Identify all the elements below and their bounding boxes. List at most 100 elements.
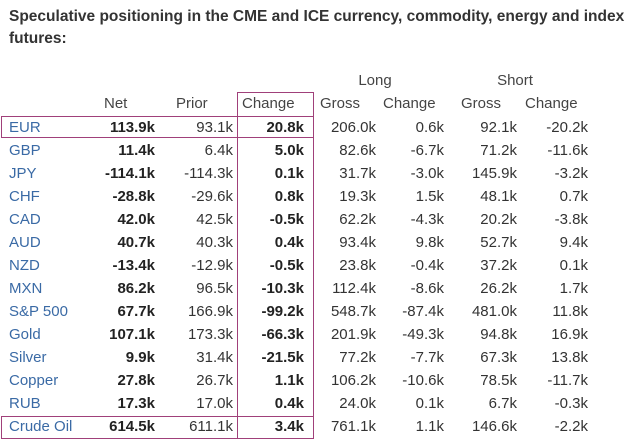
long-change-cell: 0.6k [415,119,444,136]
short-gross-cell: 92.1k [480,119,517,136]
prior-cell: 611.1k [189,418,233,435]
table-row: EUR 113.9k 93.1k 20.8k 206.0k 0.6k 92.1k -20.2k [0,116,640,139]
net-cell: -13.4k [112,257,155,274]
long-change-cell: 1.5k [415,188,444,205]
short-gross-cell: 146.6k [471,418,517,435]
long-gross-cell: 31.7k [339,165,376,182]
short-change-cell: -0.3k [554,395,588,412]
short-gross-cell: 26.2k [480,280,517,297]
short-change-cell: -11.6k [547,142,588,159]
row-label: RUB [9,395,41,412]
long-gross-cell: 77.2k [339,349,376,366]
prior-cell: 93.1k [196,119,233,136]
change-cell: 0.8k [274,188,304,205]
long-change-cell: 0.1k [415,395,444,412]
long-gross-cell: 19.3k [339,188,376,205]
long-gross-cell: 62.2k [339,211,376,228]
net-cell: 113.9k [109,119,155,136]
short-gross-cell: 71.2k [480,142,517,159]
net-cell: 17.3k [117,395,155,412]
change-cell: -66.3k [261,326,304,343]
long-gross-cell: 23.8k [339,257,376,274]
long-gross-cell: 24.0k [339,395,376,412]
short-gross-cell: 37.2k [480,257,517,274]
table-row: CAD 42.0k 42.5k -0.5k 62.2k -4.3k 20.2k -3.8k [0,208,640,231]
short-gross-cell: 67.3k [480,349,517,366]
short-change-cell: -3.2k [554,165,588,182]
long-change-cell: -0.4k [410,257,444,274]
short-change-cell: -11.7k [547,372,588,389]
short-gross-cell: 52.7k [480,234,517,251]
net-cell: 40.7k [117,234,155,251]
net-cell: -114.1k [104,165,155,182]
row-label: Crude Oil [9,418,73,435]
long-gross-cell: 201.9k [330,326,376,343]
net-cell: 42.0k [117,211,155,228]
prior-cell: -114.3k [184,165,233,182]
short-gross-cell: 20.2k [480,211,517,228]
net-cell: 27.8k [117,372,155,389]
row-label: JPY [9,165,37,182]
short-gross-cell: 78.5k [480,372,517,389]
change-cell: 0.4k [274,234,304,251]
short-gross-cell: 94.8k [480,326,517,343]
long-change-cell: -87.4k [402,303,444,320]
prior-cell: 173.3k [187,326,233,343]
table-row: S&P 500 67.7k 166.9k -99.2k 548.7k -87.4k 481.… [0,300,640,323]
col-header-short-gross: Gross [461,95,502,112]
row-label: Silver [9,349,47,366]
short-gross-cell: 481.0k [471,303,517,320]
col-header-long-gross: Gross [320,95,361,112]
net-cell: -28.8k [112,188,155,205]
long-change-cell: -8.6k [410,280,444,297]
net-cell: 67.7k [117,303,155,320]
change-cell: -0.5k [269,211,304,228]
long-change-cell: -7.7k [410,349,444,366]
short-gross-cell: 48.1k [480,188,517,205]
change-cell: -10.3k [261,280,304,297]
table-row: CHF -28.8k -29.6k 0.8k 19.3k 1.5k 48.1k 0.7k [0,185,640,208]
prior-cell: 42.5k [196,211,233,228]
long-gross-cell: 761.1k [330,418,376,435]
long-change-cell: 9.8k [415,234,444,251]
table-row: Silver 9.9k 31.4k -21.5k 77.2k -7.7k 67.3k 13.8… [0,346,640,369]
row-label: EUR [9,119,41,136]
table-row: Crude Oil 614.5k 611.1k 3.4k 761.1k 1.1k 146.6… [0,415,640,438]
row-label: NZD [9,257,40,274]
table-row: MXN 86.2k 96.5k -10.3k 112.4k -8.6k 26.2k 1.7k [0,277,640,300]
net-cell: 11.4k [118,142,155,159]
table-row: Gold 107.1k 173.3k -66.3k 201.9k -49.3k 94.8k 1… [0,323,640,346]
page-title: Speculative positioning in the CME and I… [9,8,625,47]
short-change-cell: -20.2k [546,119,588,136]
short-change-cell: -2.2k [554,418,588,435]
long-group-header: Long [358,72,392,89]
net-cell: 86.2k [117,280,155,297]
change-cell: -99.2k [261,303,304,320]
change-cell: 3.4k [274,418,304,435]
prior-cell: 17.0k [196,395,233,412]
table-row: NZD -13.4k -12.9k -0.5k 23.8k -0.4k 37.2k 0.1k [0,254,640,277]
change-cell: 0.4k [274,395,304,412]
short-group-header: Short [497,72,533,89]
table-row: Copper 27.8k 26.7k 1.1k 106.2k -10.6k 78.5k -11… [0,369,640,392]
prior-cell: 40.3k [196,234,233,251]
row-label: Gold [9,326,41,343]
row-label: AUD [9,234,41,251]
prior-cell: 26.7k [196,372,233,389]
short-change-cell: -3.8k [554,211,588,228]
short-change-cell: 11.8k [552,303,588,320]
short-change-cell: 9.4k [559,234,588,251]
table-row: AUD 40.7k 40.3k 0.4k 93.4k 9.8k 52.7k 9.4k [0,231,640,254]
long-change-cell: -10.6k [402,372,444,389]
prior-cell: 31.4k [196,349,233,366]
long-gross-cell: 106.2k [330,372,376,389]
long-gross-cell: 206.0k [330,119,376,136]
short-gross-cell: 6.7k [488,395,517,412]
long-change-cell: -6.7k [410,142,444,159]
row-label: MXN [9,280,43,297]
prior-cell: -29.6k [191,188,233,205]
long-change-cell: -4.3k [410,211,444,228]
long-gross-cell: 93.4k [339,234,376,251]
change-cell: -21.5k [261,349,304,366]
table-row: GBP 11.4k 6.4k 5.0k 82.6k -6.7k 71.2k -11.6k [0,139,640,162]
